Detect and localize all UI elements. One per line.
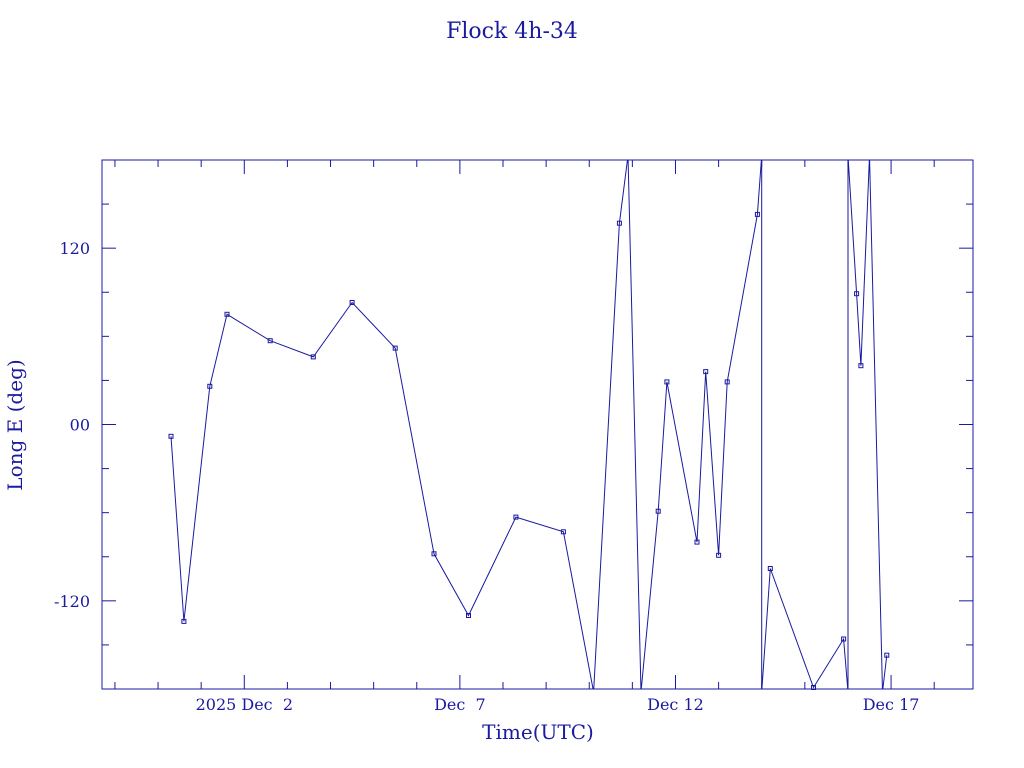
data-series (168, 160, 890, 690)
data-point-marker (884, 652, 890, 658)
data-point-marker (349, 300, 355, 305)
data-point-marker (224, 311, 230, 317)
data-point-marker (267, 338, 273, 344)
data-point-marker (560, 529, 566, 535)
data-point-marker (767, 566, 773, 571)
x-tick-label: 2025 Dec 2 (196, 695, 293, 714)
data-point-marker (858, 363, 864, 369)
data-point-marker (466, 613, 471, 618)
x-tick-label: Dec 7 (434, 695, 486, 714)
data-point-marker (310, 354, 316, 360)
data-point-marker (168, 433, 174, 439)
data-point-marker (392, 345, 398, 351)
data-point-marker (207, 383, 213, 389)
chart-title: Flock 4h-34 (446, 19, 578, 44)
data-point-marker (703, 369, 709, 375)
data-point-marker (616, 220, 622, 226)
axis-tick-labels: 2025 Dec 2 Dec 7 Dec 12 Dec 17 120 00 -120 (54, 239, 919, 714)
x-axis-label: Time(UTC) (482, 720, 594, 744)
series-line (170, 160, 888, 689)
x-tick-label: Dec 12 (647, 695, 704, 714)
y-tick-label: 120 (59, 239, 90, 258)
data-point-marker (431, 551, 437, 557)
plot-frame (101, 159, 974, 690)
y-tick-label: 00 (70, 416, 90, 435)
data-point-marker (811, 685, 816, 690)
data-point-marker (181, 618, 187, 624)
y-tick-label: -120 (54, 592, 90, 611)
data-point-marker (841, 636, 847, 642)
data-point-marker (655, 508, 661, 514)
data-point-marker (724, 379, 730, 385)
data-point-marker (716, 552, 722, 558)
x-tick-label: Dec 17 (863, 695, 920, 714)
y-axis-label: Long E (deg) (3, 359, 27, 490)
axis-ticks (102, 160, 973, 689)
data-point-marker (854, 291, 860, 297)
data-point-marker (754, 211, 760, 217)
data-point-marker (513, 514, 519, 520)
data-point-marker (664, 379, 670, 385)
data-point-marker (694, 539, 700, 545)
